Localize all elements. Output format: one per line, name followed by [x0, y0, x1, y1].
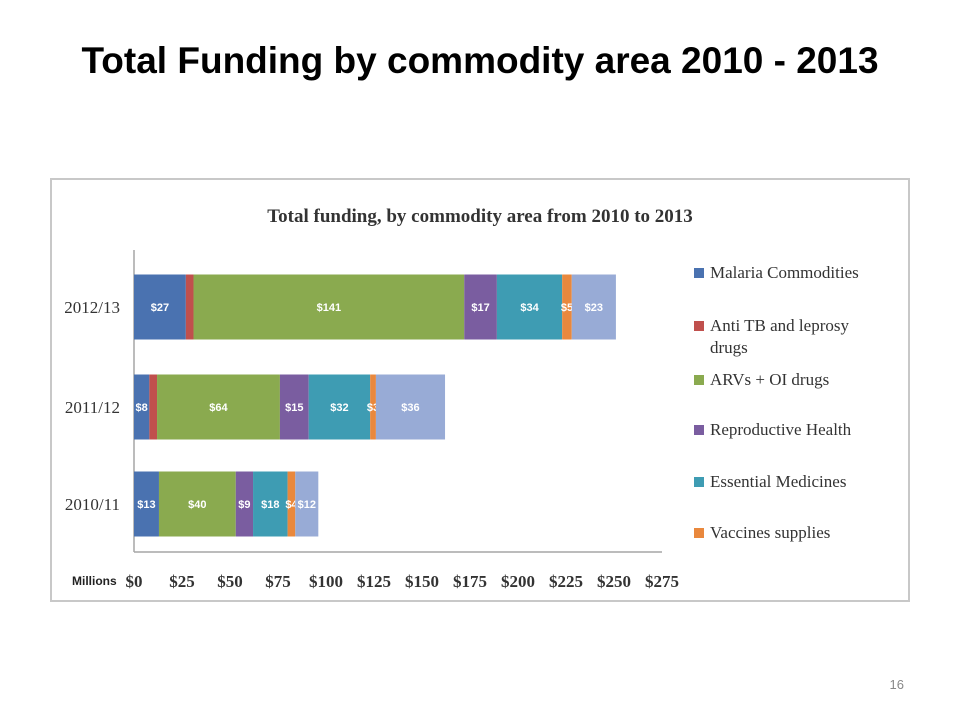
- bar-segment: [562, 274, 572, 340]
- legend-swatch: [694, 321, 704, 331]
- plot-area: $0 $25 $50 $75 $100 $125 $150 $175 $200 $225 $250 $…: [64, 250, 679, 591]
- legend-label: Vaccines supplies: [710, 523, 830, 542]
- bar-segment: [185, 274, 194, 340]
- legend-label: Essential Medicines: [710, 472, 846, 491]
- x-tick-label: $250: [597, 572, 631, 591]
- legend-swatch: [694, 528, 704, 538]
- bar-data-label: $141: [317, 302, 341, 314]
- slide-title: Total Funding by commodity area 2010 - 2…: [81, 40, 879, 81]
- legend-label: Anti TB and leprosy: [710, 316, 849, 335]
- legend-label: ARVs + OI drugs: [710, 370, 829, 389]
- legend-label: drugs: [710, 338, 748, 357]
- bar-data-label: $32: [330, 402, 348, 414]
- bar-data-label: $23: [585, 302, 603, 314]
- x-tick-label: $150: [405, 572, 439, 591]
- legend-label: Malaria Commodities: [710, 263, 859, 282]
- legend-swatch: [694, 425, 704, 435]
- x-tick-label: $275: [645, 572, 679, 591]
- chart-frame: Total funding, by commodity area from 20…: [50, 178, 910, 602]
- bar-segment: [571, 274, 616, 340]
- bar-segment: [308, 374, 371, 440]
- bar-segment: [134, 274, 186, 340]
- bar-data-label: $27: [151, 302, 169, 314]
- chart-title: Total funding, by commodity area from 20…: [267, 206, 693, 227]
- bar-data-label: $40: [188, 499, 206, 511]
- bar-segment: [496, 274, 563, 340]
- bar-data-label: $12: [298, 499, 316, 511]
- bar-segment: [157, 374, 280, 440]
- bar-data-label: $17: [471, 302, 489, 314]
- legend-swatch: [694, 375, 704, 385]
- bar-segment: [235, 471, 254, 537]
- stacked-bar-chart: Total funding, by commodity area from 20…: [64, 206, 859, 591]
- x-tick-label: $100: [309, 572, 343, 591]
- bar-data-label: $5: [561, 302, 573, 314]
- bar-data-label: $9: [238, 499, 250, 511]
- bar-segment: [149, 374, 158, 440]
- bar-data-label: $34: [520, 302, 539, 314]
- bar-segment: [370, 374, 376, 440]
- legend-swatch: [694, 477, 704, 487]
- bar-segment: [279, 374, 309, 440]
- bar-data-label: $8: [136, 402, 148, 414]
- bar-data-label: $64: [209, 402, 228, 414]
- bar-data-label: $13: [137, 499, 155, 511]
- bar-segment: [295, 471, 319, 537]
- legend-swatch: [694, 268, 704, 278]
- y-category-label: 2012/13: [64, 298, 120, 317]
- bar-data-label: $15: [285, 402, 303, 414]
- x-tick-label: $0: [126, 572, 143, 591]
- x-tick-label: $200: [501, 572, 535, 591]
- bar-segment: [375, 374, 446, 440]
- bar-segment: [134, 374, 150, 440]
- bar-segment: [134, 471, 159, 537]
- y-category-label: 2010/11: [65, 495, 120, 514]
- legend-label: Reproductive Health: [710, 420, 852, 439]
- bar-segment: [253, 471, 288, 537]
- x-tick-label: $25: [169, 572, 195, 591]
- x-tick-label: $50: [217, 572, 243, 591]
- bar-segment: [158, 471, 236, 537]
- legend: Malaria Commodities Anti TB and leprosy dr…: [694, 263, 859, 542]
- slide-number: 16: [889, 677, 904, 692]
- x-tick-label: $175: [453, 572, 487, 591]
- x-tick-label: $225: [549, 572, 583, 591]
- bar-segment: [193, 274, 465, 340]
- bar-data-label: $36: [401, 402, 419, 414]
- bar-segment: [464, 274, 497, 340]
- y-category-label: 2011/12: [65, 398, 120, 417]
- bar-segment: [287, 471, 296, 537]
- bar-data-label: $18: [261, 499, 279, 511]
- bar-data-label: $4: [285, 499, 298, 511]
- x-tick-label: $75: [265, 572, 291, 591]
- x-axis-unit-label: Millions: [72, 574, 117, 588]
- x-tick-label: $125: [357, 572, 391, 591]
